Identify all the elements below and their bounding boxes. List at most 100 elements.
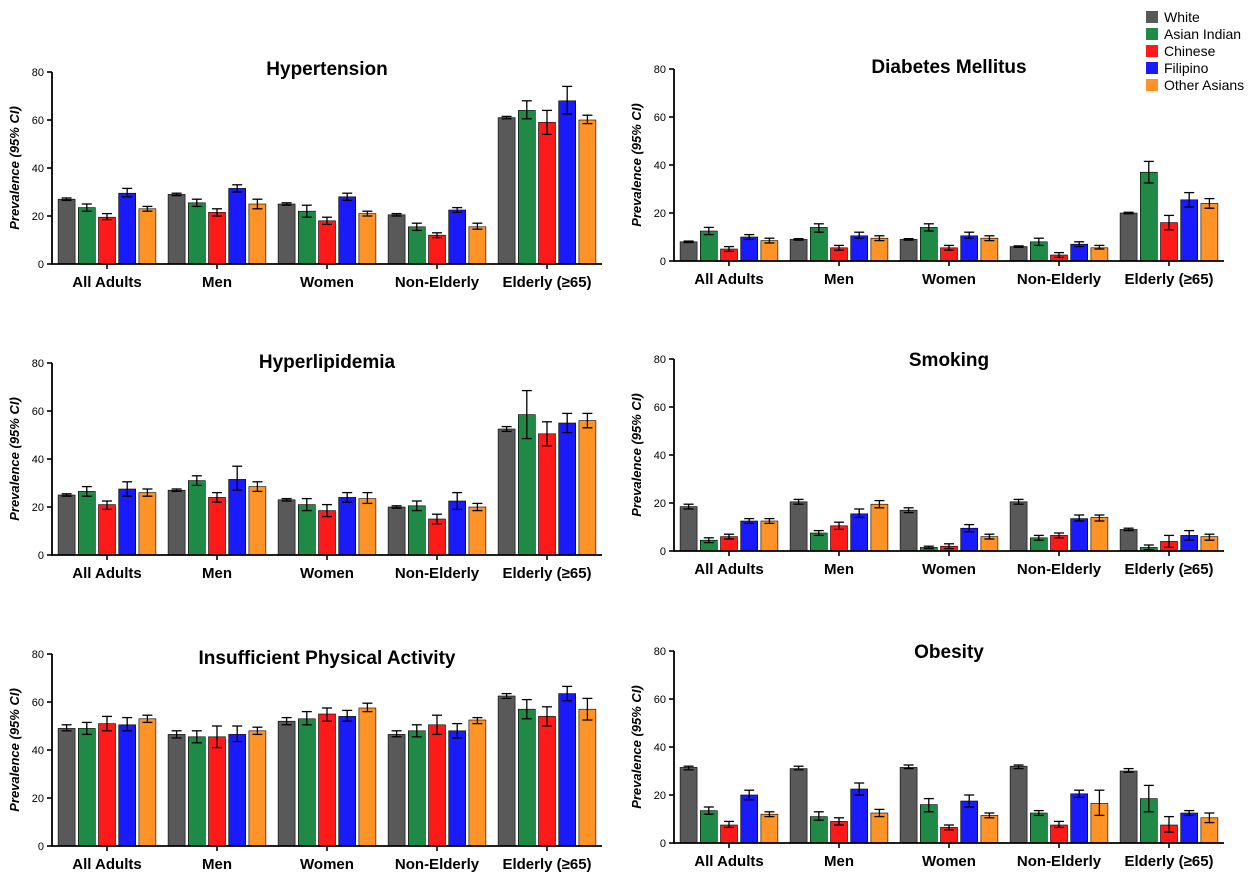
bar <box>850 788 869 844</box>
bar <box>387 506 406 556</box>
y-tick-label: 0 <box>660 838 666 850</box>
bar <box>850 513 869 552</box>
bar <box>407 505 426 556</box>
x-tick-label: All Adults <box>694 561 763 578</box>
chart-panel: Diabetes Mellitus Prevalence (95% CI) 0 20 4… <box>629 57 1224 288</box>
bar <box>760 813 779 844</box>
legend-swatch-chinese <box>1146 44 1158 57</box>
bar <box>167 489 186 556</box>
bar <box>338 196 357 265</box>
bar <box>1119 529 1138 552</box>
x-tick-label: Women <box>300 274 354 291</box>
x-tick-label: Elderly (≥65) <box>1124 853 1213 870</box>
bar <box>1200 203 1219 262</box>
bar <box>387 214 406 265</box>
legend-item-filipino: Filipino <box>1146 59 1244 76</box>
bar <box>57 728 76 847</box>
bar <box>538 122 556 265</box>
chart-title: Smoking <box>909 350 989 371</box>
bar <box>188 202 206 265</box>
y-tick-label: 40 <box>32 745 44 757</box>
bar <box>208 736 226 847</box>
legend-swatch-white <box>1146 10 1158 23</box>
chart-panel: Hypertension Prevalence (95% CI) 0 20 40 60 80… <box>7 59 602 291</box>
bar <box>138 718 157 847</box>
bar <box>740 520 759 552</box>
bar <box>448 730 467 847</box>
x-tick-label: Elderly (≥65) <box>502 565 591 582</box>
x-tick-label: Non-Elderly <box>1017 561 1102 578</box>
x-tick-label: Elderly (≥65) <box>502 856 591 873</box>
y-tick-label: 60 <box>654 694 666 706</box>
bar <box>980 815 999 844</box>
x-tick-label: All Adults <box>694 271 763 288</box>
bar <box>98 504 116 556</box>
y-axis-label: Prevalence (95% CI) <box>7 688 22 812</box>
bar <box>78 491 96 556</box>
bar <box>558 422 577 556</box>
y-tick-label: 0 <box>38 550 44 562</box>
legend-item-other-asians: Other Asians <box>1146 76 1244 93</box>
x-tick-label: Men <box>202 565 232 582</box>
x-tick-label: Men <box>824 561 854 578</box>
x-tick-label: Elderly (≥65) <box>1124 271 1213 288</box>
bar <box>1009 501 1028 552</box>
legend-swatch-other-asians <box>1146 78 1158 91</box>
y-tick-label: 80 <box>654 64 666 76</box>
bar <box>919 227 938 262</box>
y-tick-label: 20 <box>654 208 666 220</box>
bar <box>248 203 267 265</box>
bar <box>538 716 556 847</box>
bar <box>318 220 336 265</box>
bar <box>538 433 556 556</box>
y-tick-label: 80 <box>654 354 666 366</box>
y-tick-label: 60 <box>32 697 44 709</box>
legend-label: Filipino <box>1164 59 1209 76</box>
bar <box>1180 812 1198 844</box>
y-tick-label: 0 <box>38 841 44 853</box>
x-tick-label: Women <box>922 853 976 870</box>
bar <box>248 730 267 847</box>
bar <box>870 503 889 552</box>
bar <box>297 210 316 265</box>
bar <box>699 810 718 844</box>
bar <box>358 498 377 556</box>
bar <box>578 420 597 556</box>
bar <box>517 110 536 265</box>
bar <box>277 499 296 556</box>
x-tick-label: Men <box>824 271 854 288</box>
bar <box>679 241 698 262</box>
chart-title: Insufficient Physical Activity <box>199 648 456 669</box>
bar <box>517 708 536 847</box>
bar <box>497 117 516 265</box>
bar <box>699 230 718 262</box>
y-axis-label: Prevalence (95% CI) <box>7 106 22 230</box>
x-tick-label: All Adults <box>72 856 141 873</box>
chart-panel: Obesity Prevalence (95% CI) 0 20 40 60 80 All A… <box>629 642 1224 870</box>
bar <box>1009 246 1028 262</box>
bar <box>1090 247 1109 262</box>
bar <box>468 506 487 556</box>
chart-panel: Smoking Prevalence (95% CI) 0 20 40 60 80 All A… <box>629 350 1224 578</box>
bar <box>78 728 96 847</box>
y-tick-label: 60 <box>32 115 44 127</box>
y-tick-label: 40 <box>654 742 666 754</box>
bar <box>358 707 377 847</box>
legend-label: Other Asians <box>1164 76 1245 93</box>
x-tick-label: Women <box>922 561 976 578</box>
bar <box>497 428 516 556</box>
bar <box>1070 793 1088 844</box>
bar <box>118 724 136 847</box>
bar <box>318 510 336 556</box>
x-tick-label: All Adults <box>694 853 763 870</box>
bar <box>899 767 918 844</box>
bar <box>679 767 698 844</box>
y-tick-label: 40 <box>32 454 44 466</box>
bar <box>558 100 577 265</box>
y-tick-label: 60 <box>32 406 44 418</box>
bar <box>760 240 779 262</box>
bar <box>679 506 698 552</box>
bar <box>188 736 206 847</box>
bar <box>297 504 316 556</box>
bar <box>167 194 186 265</box>
